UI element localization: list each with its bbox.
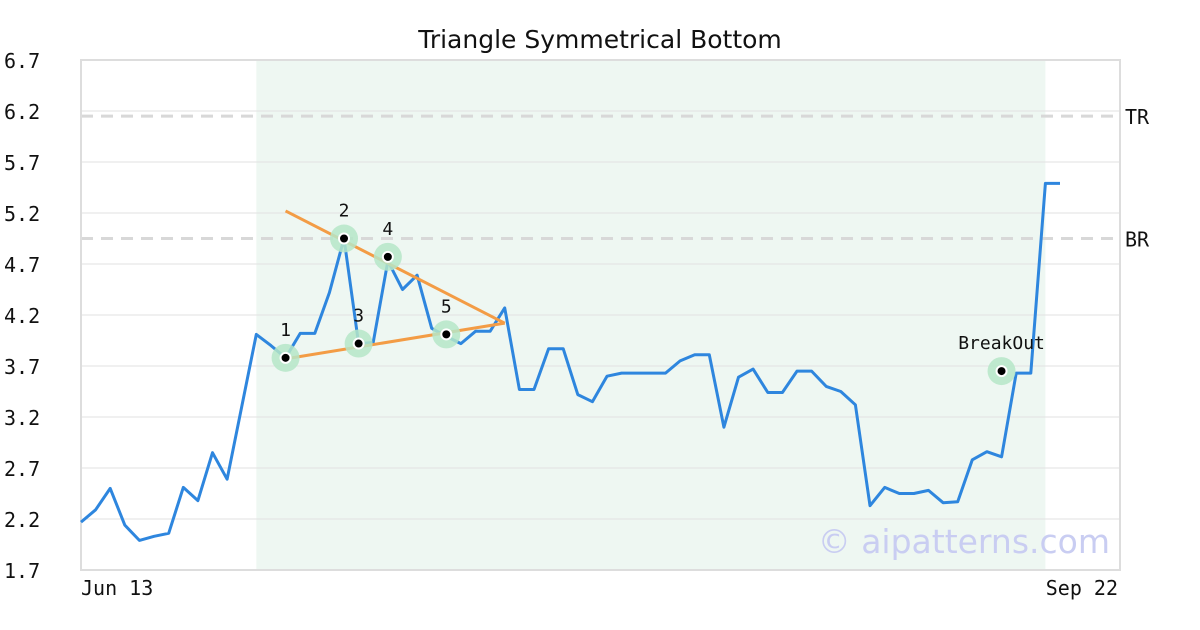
- x-tick-label: Sep 22: [1046, 576, 1118, 600]
- y-tick-label: 4.7: [4, 253, 40, 277]
- trendline: [285, 321, 505, 361]
- y-tick-label: 5.7: [4, 151, 40, 175]
- y-tick-label: 2.7: [4, 457, 40, 481]
- pattern-point-label: BreakOut: [958, 333, 1045, 354]
- y-tick-label: 3.7: [4, 355, 40, 379]
- pattern-point-label: 2: [339, 201, 350, 222]
- pattern-point-label: 1: [280, 320, 291, 341]
- chart-title: Triangle Symmetrical Bottom: [417, 25, 782, 54]
- y-tick-label: 4.2: [4, 304, 40, 328]
- pattern-point-marker: [381, 250, 394, 263]
- price-line: [80, 181, 1060, 542]
- watermark: © aipatterns.com: [818, 522, 1110, 561]
- y-tick-label: 5.2: [4, 202, 40, 226]
- reference-line-label: BR: [1125, 228, 1150, 252]
- plot-area: 6.7 6.2 5.7 5.2 4.7 4.2 3.7 3.2 2.7 2.2 1.7 TR BR Jun…: [4, 49, 1150, 600]
- y-tick-label: 3.2: [4, 406, 40, 430]
- pattern-point-marker: [352, 337, 365, 350]
- x-tick-label: Jun 13: [81, 576, 153, 600]
- pattern-point-marker: [440, 328, 453, 341]
- pattern-point-marker: [995, 365, 1008, 378]
- plot-frame: [80, 59, 1121, 571]
- y-tick-label: 6.2: [4, 100, 40, 124]
- reference-line-label: TR: [1125, 105, 1150, 129]
- pattern-point-marker: [338, 232, 351, 245]
- pattern-point-marker: [279, 351, 292, 364]
- y-tick-label: 6.7: [4, 49, 40, 73]
- pattern-point-label: 3: [353, 306, 364, 327]
- y-tick-label: 1.7: [4, 559, 40, 583]
- pattern-point-label: 4: [382, 219, 393, 240]
- pattern-point-label: 5: [441, 296, 452, 317]
- y-tick-label: 2.2: [4, 508, 40, 532]
